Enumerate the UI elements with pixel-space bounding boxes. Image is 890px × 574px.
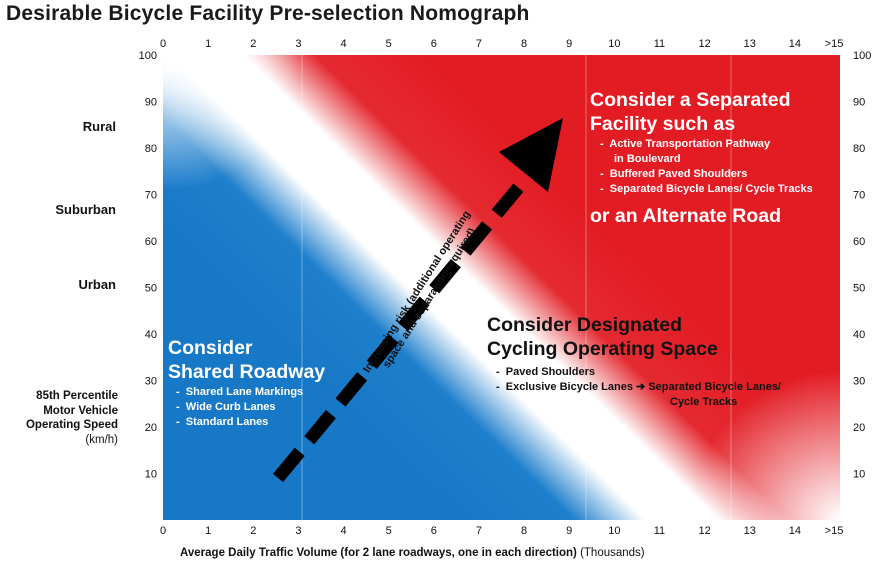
x-axis-top-ticks: 0 1 2 3 4 5 6 7 8 9 10 11 12 13 14 >15 [160,38,843,50]
x-tick-label: 5 [386,525,392,537]
x-tick-label: 13 [744,525,756,537]
x-tick-label: 12 [698,525,710,537]
list-item: - Wide Curb Lanes [176,401,276,413]
x-tick-label: 7 [476,38,482,50]
y-tick-label: 20 [853,422,865,434]
x-tick-label: 1 [205,38,211,50]
separated-zone-title: Consider a Separated Facility such as [590,89,791,135]
y-tick-label: 30 [853,376,865,388]
x-tick-label: >15 [825,525,844,537]
list-item: - Active Transportation Pathway [600,138,771,150]
x-tick-label: 6 [431,38,437,50]
y-tick-label: 50 [853,283,865,295]
y-tick-label: 40 [853,329,865,341]
category-rural: Rural [82,119,116,134]
designated-zone-title: Consider Designated Cycling Operating Sp… [487,314,718,360]
x-tick-label: 13 [744,38,756,50]
y-label-unit: (km/h) [85,433,118,446]
y-tick-label: 80 [145,143,157,155]
y-axis-right-ticks: 10 20 30 40 50 60 70 80 90 100 [853,50,871,481]
designated-zone-list: - Paved Shoulders - Exclusive Bicycle La… [496,365,781,410]
x-tick-label: 4 [340,525,346,537]
shared-zone-title: Consider Shared Roadway [168,337,326,383]
x-axis-bottom-ticks: 0 1 2 3 4 5 6 7 8 9 10 11 12 13 14 >15 [160,525,843,537]
category-suburban: Suburban [55,202,116,217]
shared-zone-list: - Shared Lane Markings - Wide Curb Lanes… [176,385,303,430]
x-tick-label: 14 [789,38,801,50]
x-tick-label: 0 [160,525,166,537]
x-tick-label: 2 [250,38,256,50]
x-tick-label: >15 [825,38,844,50]
list-item: - Standard Lanes [176,416,269,428]
y-tick-label: 60 [145,236,157,248]
y-tick-label: 90 [853,97,865,109]
x-label-text: Average Daily Traffic Volume (for 2 lane… [180,547,577,559]
x-tick-label: 10 [608,525,620,537]
list-item: in Boulevard [614,153,681,165]
list-item: Cycle Tracks [670,396,738,408]
y-tick-label: 10 [145,469,157,481]
x-tick-label: 2 [250,525,256,537]
risk-arrow [272,118,563,483]
y-axis-label: 85th Percentile Motor Vehicle Operating … [8,389,118,447]
y-axis-left-ticks: 10 20 30 40 50 60 70 80 90 100 [139,50,157,481]
x-tick-label: 3 [295,38,301,50]
list-item: - Exclusive Bicycle Lanes ➔ Separated Bi… [496,381,781,393]
x-tick-label: 10 [608,38,620,50]
x-tick-label: 4 [340,38,346,50]
y-label-line-3: Operating Speed [25,419,118,431]
list-item: - Shared Lane Markings [176,386,304,398]
x-tick-label: 11 [654,38,665,50]
list-item: - Buffered Paved Shoulders [600,168,748,180]
y-tick-label: 80 [853,143,865,155]
y-label-line-1: 85th Percentile [36,390,118,402]
right-arrow-icon: ➔ [636,381,646,393]
x-tick-label: 8 [521,525,527,537]
y-tick-label: 60 [853,236,865,248]
x-label-unit: (Thousands) [580,547,645,559]
x-tick-label: 14 [789,525,801,537]
x-tick-label: 0 [160,38,166,50]
y-tick-label: 90 [145,97,157,109]
separated-zone-alt: or an Alternate Road [590,205,782,227]
y-tick-label: 20 [145,422,157,434]
y-tick-label: 30 [145,376,157,388]
x-tick-label: 1 [205,525,211,537]
y-tick-label: 70 [853,190,865,202]
x-tick-label: 11 [654,525,665,537]
y-tick-label: 10 [853,469,865,481]
x-tick-label: 12 [698,38,710,50]
category-urban: Urban [78,277,116,292]
x-tick-label: 9 [566,525,572,537]
x-tick-label: 6 [431,525,437,537]
chart-title: Desirable Bicycle Facility Pre-selection… [6,2,530,25]
list-item: - Paved Shoulders [496,366,596,378]
x-tick-label: 3 [295,525,301,537]
y-tick-label: 50 [145,283,157,295]
list-item: - Separated Bicycle Lanes/ Cycle Tracks [600,183,813,195]
y-tick-label: 70 [145,190,157,202]
x-tick-label: 5 [386,38,392,50]
x-axis-label: Average Daily Traffic Volume (for 2 lane… [180,547,645,559]
y-tick-label: 40 [145,329,157,341]
y-label-line-2: Motor Vehicle [43,404,118,417]
x-tick-label: 9 [566,38,572,50]
separated-zone-list: - Active Transportation Pathway in Boule… [600,137,813,197]
y-tick-label: 100 [853,50,871,62]
x-tick-label: 8 [521,38,527,50]
y-tick-label: 100 [139,50,157,62]
x-tick-label: 7 [476,525,482,537]
